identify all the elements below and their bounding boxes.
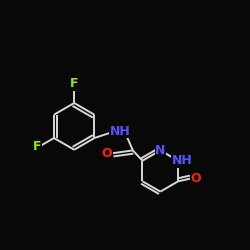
Text: N: N [155,144,166,157]
Text: F: F [33,140,42,153]
Text: NH: NH [110,125,130,138]
Text: NH: NH [172,154,192,167]
Text: O: O [102,147,112,160]
Text: F: F [70,77,78,90]
Text: O: O [191,172,201,185]
